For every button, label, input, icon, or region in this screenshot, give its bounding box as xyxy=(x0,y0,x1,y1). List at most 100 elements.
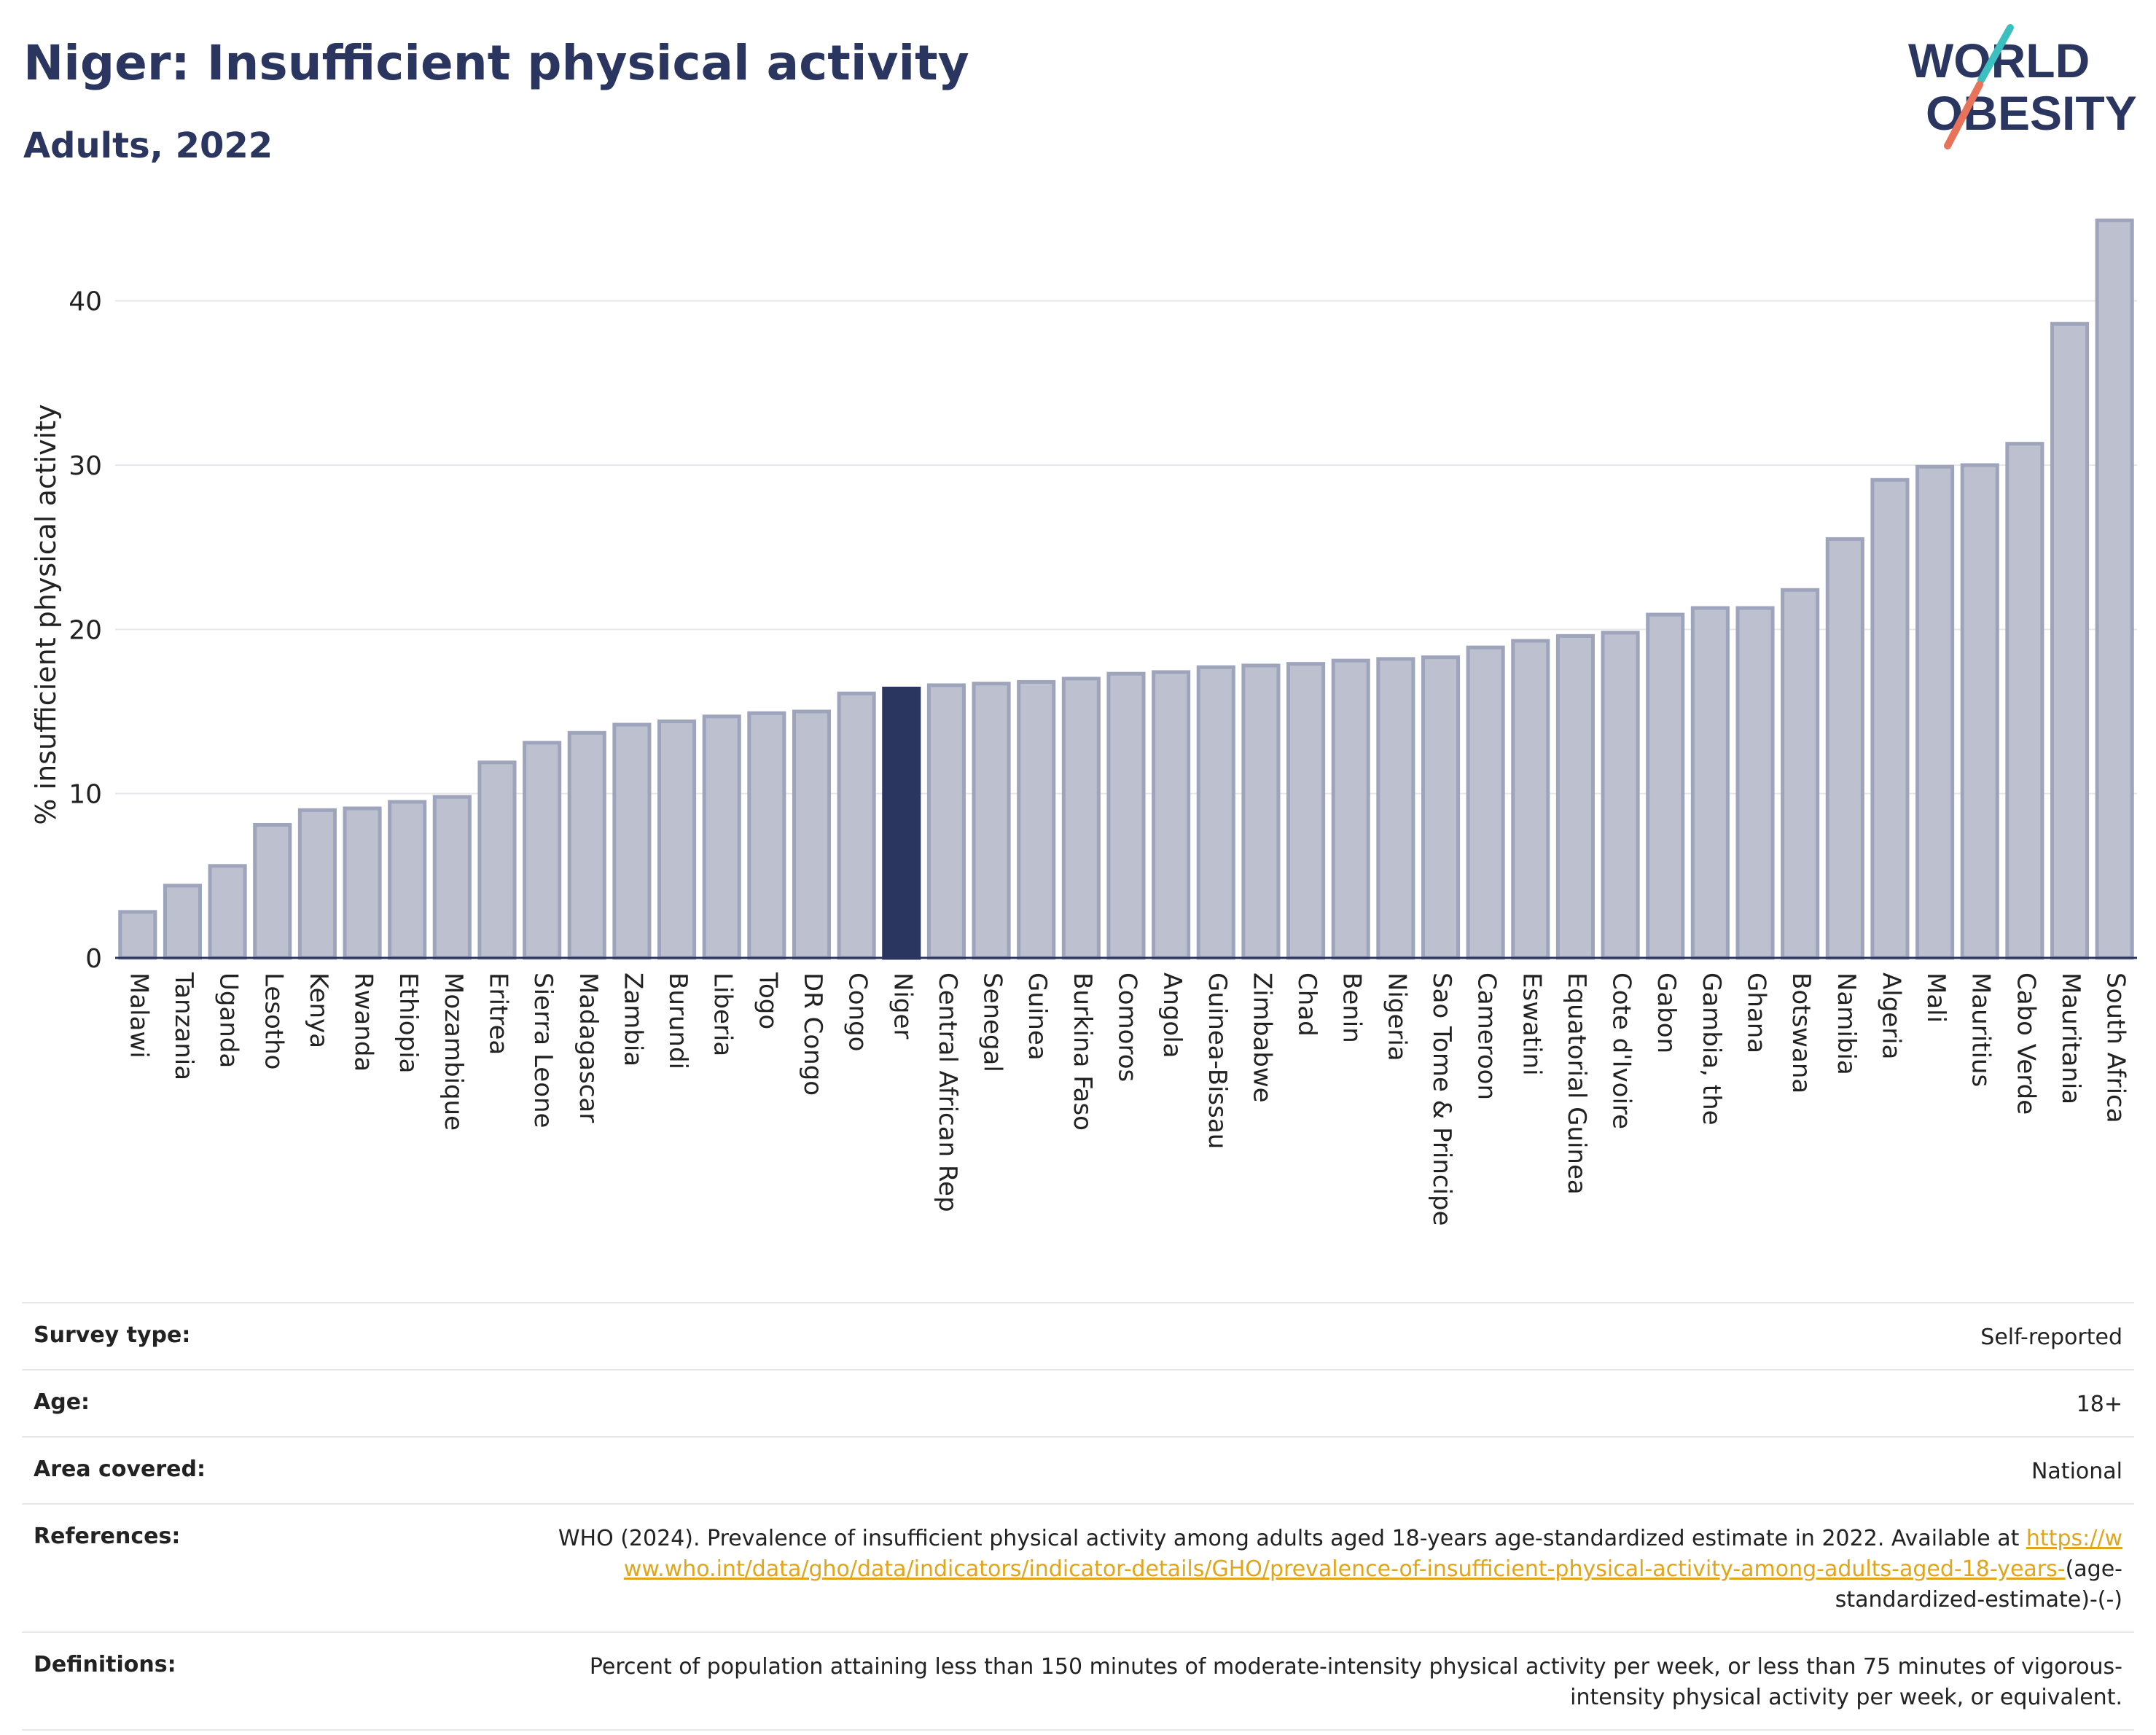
x-tick-label: Congo xyxy=(843,972,872,1051)
x-tick-label: Tanzania xyxy=(169,972,198,1080)
meta-label: Area covered: xyxy=(34,1457,206,1482)
metadata-table: Survey type: Self-reported Age: 18+ Area… xyxy=(22,1302,2134,1731)
bar xyxy=(1690,606,1730,960)
y-axis-label: % insufficient physical activity xyxy=(30,404,62,824)
bar xyxy=(1511,639,1550,960)
bar xyxy=(926,683,966,960)
y-tick-label: 0 xyxy=(85,944,102,974)
bar xyxy=(477,760,517,960)
x-tick-label: Cote d'Ivoire xyxy=(1607,972,1636,1129)
x-tick-label: Burkina Faso xyxy=(1068,972,1097,1131)
reference-suffix: (age-standardized-estimate)-(-) xyxy=(1835,1556,2122,1613)
x-tick-label: Lesotho xyxy=(259,972,288,1069)
x-tick-label: Eritrea xyxy=(483,972,512,1055)
bar xyxy=(1555,633,1595,960)
reference-text: WHO (2024). Prevalence of insufficient p… xyxy=(558,1526,2020,1551)
bar xyxy=(2005,442,2044,960)
x-tick-label: Zimbabwe xyxy=(1247,972,1276,1103)
x-tick-label: Senegal xyxy=(978,972,1007,1072)
x-tick-label: Sao Tome & Principe xyxy=(1427,972,1456,1226)
bar xyxy=(118,910,157,960)
x-tick-label: Liberia xyxy=(708,972,738,1056)
bar xyxy=(972,682,1011,960)
bar xyxy=(1421,655,1461,960)
chart-subtitle: Adults, 2022 xyxy=(23,125,273,166)
bar xyxy=(1781,588,1820,960)
meta-label: References: xyxy=(34,1524,181,1549)
meta-row-survey-type: Survey type: Self-reported xyxy=(22,1302,2134,1369)
x-tick-label: Niger xyxy=(888,972,917,1039)
x-tick-label: Togo xyxy=(753,972,782,1029)
bar xyxy=(523,741,562,960)
bar xyxy=(1646,612,1685,960)
x-tick-label: Sierra Leone xyxy=(528,972,558,1128)
meta-label: Age: xyxy=(34,1389,90,1415)
bar xyxy=(612,722,652,960)
bar xyxy=(792,709,832,960)
x-tick-label: Malawi xyxy=(124,972,153,1058)
y-tick-label: 40 xyxy=(69,287,102,317)
x-tick-label: Guinea xyxy=(1023,972,1052,1061)
x-tick-label: Cameroon xyxy=(1472,972,1501,1100)
x-tick-label: Mauritius xyxy=(1966,972,1996,1087)
x-tick-label: Chad xyxy=(1292,972,1321,1037)
bar xyxy=(657,720,697,960)
y-tick-label: 20 xyxy=(69,615,102,645)
bar xyxy=(343,806,382,960)
x-tick-label: Benin xyxy=(1337,972,1367,1043)
x-tick-label: Rwanda xyxy=(349,972,378,1072)
meta-row-definitions: Definitions: Percent of population attai… xyxy=(22,1631,2134,1731)
reference-link[interactable]: https://www.who.int/data/gho/data/indica… xyxy=(623,1526,2122,1582)
bar xyxy=(1825,537,1864,960)
x-tick-label: Madagascar xyxy=(574,972,603,1123)
x-tick-label: Mozambique xyxy=(439,972,468,1131)
bar xyxy=(1735,606,1775,960)
axes: 0 10 20 30 40 Malawi Tanzania Uganda Lesotho Keny… xyxy=(69,287,2137,1226)
meta-value: 18+ xyxy=(2076,1392,2122,1417)
x-tick-label: Kenya xyxy=(304,972,333,1048)
bar xyxy=(1376,657,1415,960)
bar xyxy=(1017,679,1056,960)
x-tick-label: Gabon xyxy=(1652,972,1681,1053)
bar xyxy=(1870,477,1910,960)
meta-row-references: References: WHO (2024). Prevalence of in… xyxy=(22,1503,2134,1631)
meta-value: WHO (2024). Prevalence of insufficient p… xyxy=(555,1524,2122,1615)
logo-slash-bottom xyxy=(1944,81,1983,149)
bar xyxy=(1466,645,1505,960)
y-tick-label: 30 xyxy=(69,451,102,481)
bar xyxy=(163,884,203,960)
x-tick-label: Mali xyxy=(1921,972,1950,1023)
chart-title: Niger: Insufficient physical activity xyxy=(23,35,969,91)
bar xyxy=(567,730,606,960)
bar xyxy=(1331,658,1370,960)
world-obesity-logo: WORLD OBESITY xyxy=(1908,24,2137,149)
x-tick-label: DR Congo xyxy=(798,972,827,1096)
x-tick-label: Botswana xyxy=(1786,972,1816,1093)
bar xyxy=(1915,464,1955,960)
meta-value: Self-reported xyxy=(1980,1325,2122,1350)
x-tick-label: Cabo Verde xyxy=(2011,972,2040,1115)
bar xyxy=(1601,631,1640,960)
x-tick-label: Mauritania xyxy=(2056,972,2085,1104)
x-tick-label: Angola xyxy=(1157,972,1187,1058)
bar-highlight xyxy=(882,686,921,960)
bar xyxy=(1960,463,1999,960)
bar xyxy=(702,714,741,960)
bar xyxy=(1152,670,1191,960)
meta-label: Survey type: xyxy=(34,1322,191,1348)
meta-value: National xyxy=(2031,1459,2122,1484)
x-tick-label: Ghana xyxy=(1742,972,1771,1053)
bar xyxy=(1061,677,1101,960)
x-tick-label: Ethiopia xyxy=(394,972,423,1073)
bar xyxy=(2050,321,2090,960)
bar xyxy=(1241,663,1281,960)
bar xyxy=(388,800,427,960)
x-tick-label: Equatorial Guinea xyxy=(1562,972,1591,1195)
meta-row-area-covered: Area covered: National xyxy=(22,1436,2134,1503)
bar xyxy=(432,795,472,960)
bar xyxy=(1286,662,1326,960)
x-tick-label: Burundi xyxy=(663,972,692,1069)
bar-chart: 0 10 20 30 40 Malawi Tanzania Uganda Lesotho Keny… xyxy=(30,218,2137,1226)
bar xyxy=(837,691,876,960)
meta-row-age: Age: 18+ xyxy=(22,1369,2134,1436)
